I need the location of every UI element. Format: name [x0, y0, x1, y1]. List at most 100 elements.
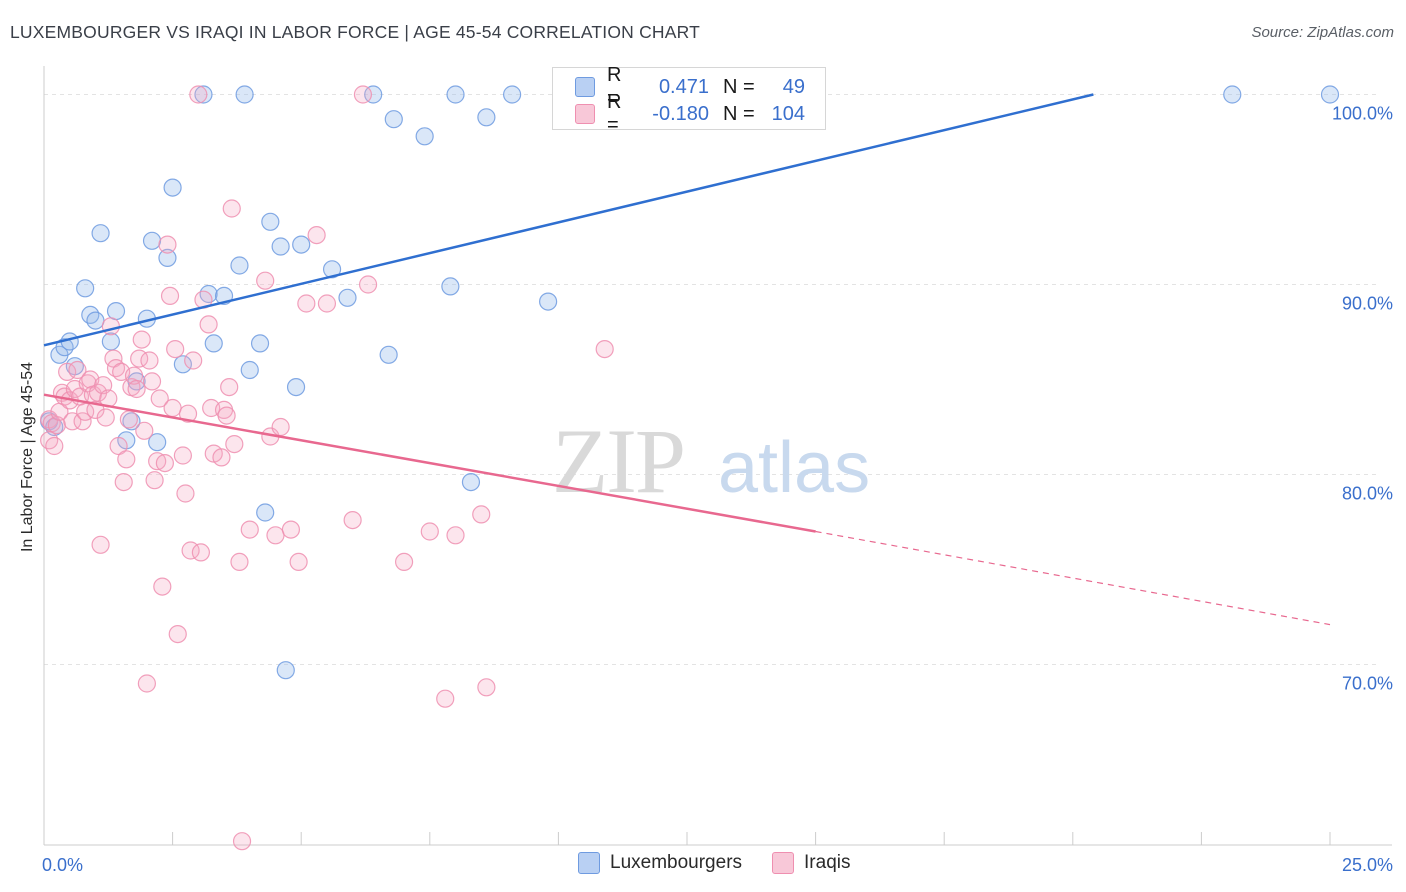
- data-point: [292, 235, 311, 254]
- data-point: [338, 288, 357, 307]
- data-point: [173, 446, 192, 465]
- trend-line: [43, 93, 1094, 347]
- data-point: [204, 334, 223, 353]
- legend-row-iraqis: R = -0.180 N = 104: [575, 91, 805, 136]
- data-point: [286, 378, 306, 397]
- legend-swatch-pink: [772, 852, 795, 874]
- series-legend: Luxembourgers Iraqis: [578, 852, 881, 874]
- data-point: [595, 340, 614, 359]
- data-point: [168, 624, 187, 644]
- data-point: [176, 484, 195, 503]
- series-luxembourgers-points: [40, 85, 1340, 680]
- data-point: [256, 271, 275, 290]
- data-point: [232, 832, 252, 851]
- legend-n-label: N =: [723, 75, 755, 98]
- data-point: [1223, 85, 1242, 104]
- data-point: [461, 473, 481, 492]
- data-point: [135, 421, 154, 440]
- chart-title: LUXEMBOURGER VS IRAQI IN LABOR FORCE | A…: [10, 22, 701, 42]
- data-point: [127, 379, 146, 399]
- data-point: [317, 294, 337, 313]
- data-point: [91, 535, 110, 554]
- data-point: [281, 520, 301, 539]
- y-tick-label: 100.0%: [1332, 104, 1393, 124]
- data-point: [358, 275, 378, 294]
- trend-line: [43, 393, 816, 533]
- legend-swatch-blue: [578, 852, 600, 874]
- data-point: [539, 292, 558, 311]
- data-point: [142, 372, 162, 391]
- data-point: [343, 510, 362, 530]
- data-point: [178, 404, 198, 423]
- data-point: [150, 389, 169, 408]
- series-iraqis-points: [40, 85, 614, 851]
- legend-label: Luxembourgers: [610, 852, 743, 873]
- data-point: [230, 256, 249, 275]
- legend-label: Iraqis: [804, 852, 851, 873]
- data-point: [420, 522, 439, 541]
- x-tick-label: 25.0%: [1342, 855, 1393, 875]
- data-point: [55, 338, 74, 357]
- data-point: [235, 85, 254, 104]
- legend-n-value: 49: [782, 75, 805, 98]
- data-point: [145, 471, 164, 490]
- correlation-legend: R = 0.471 N = 49 R = -0.180 N = 104: [552, 64, 826, 136]
- data-point: [158, 248, 177, 267]
- data-point: [220, 378, 239, 397]
- y-tick-label: 80.0%: [1342, 484, 1393, 504]
- data-point: [122, 412, 141, 431]
- data-point: [63, 412, 82, 431]
- trend-lines: [43, 93, 1331, 626]
- data-point: [394, 552, 414, 572]
- data-point: [117, 450, 136, 469]
- data-point: [119, 410, 138, 429]
- data-point: [114, 473, 133, 492]
- data-point: [173, 355, 192, 374]
- data-point: [166, 340, 185, 359]
- data-point: [503, 85, 522, 104]
- data-point: [415, 127, 434, 146]
- legend-item-luxembourgers[interactable]: Luxembourgers: [578, 852, 742, 874]
- watermark-atlas: atlas: [718, 428, 870, 508]
- data-point: [322, 260, 342, 279]
- data-point: [289, 552, 308, 572]
- data-point: [91, 224, 110, 243]
- data-point: [266, 526, 285, 545]
- data-point: [199, 284, 218, 304]
- legend-item-iraqis[interactable]: Iraqis: [772, 852, 851, 874]
- data-point: [68, 360, 87, 380]
- data-point: [271, 417, 290, 437]
- grid-lines: [44, 94, 1380, 665]
- data-point: [96, 408, 115, 427]
- data-point: [47, 416, 66, 435]
- data-point: [230, 552, 249, 572]
- legend-row-luxembourgers: R = 0.471 N = 49: [575, 64, 805, 109]
- legend-swatch-pink: [575, 104, 595, 124]
- legend-n-label: N =: [723, 102, 755, 125]
- data-point: [132, 330, 151, 349]
- data-point: [240, 520, 259, 539]
- data-point: [441, 277, 460, 296]
- data-point: [106, 302, 126, 321]
- data-point: [148, 433, 167, 452]
- data-point: [86, 311, 105, 330]
- data-point: [137, 674, 156, 693]
- data-point: [477, 678, 496, 697]
- data-point: [101, 317, 120, 336]
- data-point: [160, 286, 180, 305]
- data-point: [81, 305, 100, 324]
- data-point: [158, 235, 177, 254]
- data-point: [212, 448, 231, 467]
- data-point: [307, 226, 326, 245]
- tick-labels: 70.0% 80.0% 90.0% 100.0% 0.0% 25.0%: [42, 104, 1393, 876]
- data-point: [472, 505, 491, 524]
- data-point: [436, 689, 455, 708]
- legend-swatch-blue: [575, 77, 595, 97]
- legend-r-label: R =: [607, 64, 622, 109]
- data-point: [191, 543, 210, 562]
- y-axis-label: In Labor Force | Age 45-54: [19, 362, 36, 552]
- data-point: [240, 360, 259, 380]
- data-point: [124, 366, 144, 385]
- source-label: Source: ZipAtlas.com: [1251, 24, 1394, 41]
